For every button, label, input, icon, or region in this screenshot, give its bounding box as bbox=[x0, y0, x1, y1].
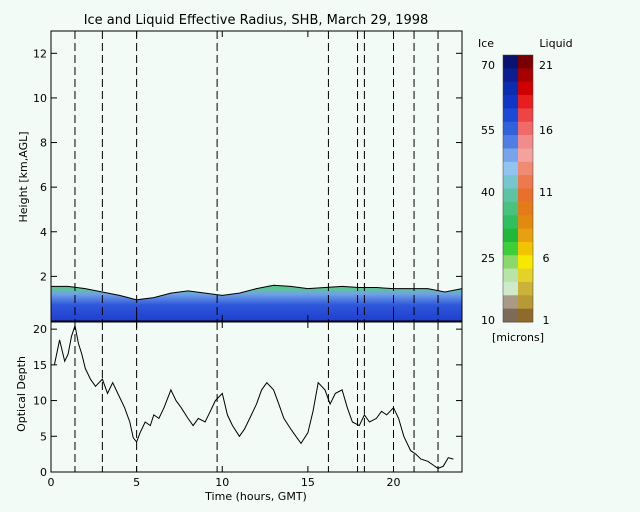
colorbar-liquid-cell bbox=[518, 68, 533, 83]
optical-depth-panel-frame bbox=[50, 321, 463, 473]
colorbar-ice-tick: 25 bbox=[481, 252, 495, 265]
colorbar-ice-cell bbox=[503, 201, 518, 216]
colorbar-ice-cell bbox=[503, 121, 518, 136]
colorbar-ice-cell bbox=[503, 255, 518, 270]
optical-depth-line bbox=[53, 325, 454, 469]
colorbar-ice-cell bbox=[503, 55, 518, 69]
colorbar-ice-cell bbox=[503, 228, 518, 243]
colorbar-liquid-cell bbox=[518, 95, 533, 109]
y-tick-label: 5 bbox=[40, 430, 47, 443]
y-tick-label: 20 bbox=[33, 323, 47, 336]
colorbar-liquid-cell bbox=[518, 175, 533, 189]
x-tick-label: 10 bbox=[215, 476, 229, 489]
y-tick-label: 0 bbox=[40, 466, 47, 479]
colorbar-liquid-cell bbox=[518, 108, 533, 123]
cloud-layer bbox=[51, 285, 462, 321]
chart-title: Ice and Liquid Effective Radius, SHB, Ma… bbox=[84, 13, 429, 28]
x-tick-label: 0 bbox=[48, 476, 55, 489]
optical-depth-panel: 0 5 10 15 20 0 5 10 15 20 bbox=[33, 321, 463, 489]
colorbar-liquid-cell bbox=[518, 81, 533, 96]
colorbar-ice-cell bbox=[503, 281, 518, 296]
colorbar-liquid-cell bbox=[518, 215, 533, 230]
y-tick-label: 10 bbox=[33, 395, 47, 408]
colorbar-ice-cell bbox=[503, 188, 518, 203]
colorbar-liquid-cell bbox=[518, 188, 533, 203]
colorbar-liquid-cell bbox=[518, 268, 533, 283]
colorbar-ice-cell bbox=[503, 295, 518, 310]
colorbar-liquid-cell bbox=[518, 148, 533, 163]
colorbar-ice-cell bbox=[503, 108, 518, 123]
colorbar-liquid-tick: 21 bbox=[539, 59, 553, 72]
colorbar-ice-cell bbox=[503, 175, 518, 189]
colorbar-ice-cell bbox=[503, 81, 518, 96]
colorbar-liquid-cell bbox=[518, 201, 533, 216]
height-panel: 2 4 6 8 10 12 bbox=[33, 30, 463, 322]
y-tick-label: 12 bbox=[33, 47, 47, 60]
x-tick-label: 20 bbox=[387, 476, 401, 489]
colorbar-liquid-cell bbox=[518, 281, 533, 296]
colorbar-liquid-tick: 11 bbox=[539, 186, 553, 199]
y-tick-label: 6 bbox=[40, 181, 47, 194]
colorbar-ice-cell bbox=[503, 95, 518, 109]
colorbar: Ice Liquid [microns] 70 55 40 25 10 21 16 11 6 1 bbox=[478, 37, 573, 344]
colorbar-liquid-cell bbox=[518, 308, 533, 323]
colorbar-ice-cell bbox=[503, 268, 518, 283]
colorbar-frame bbox=[502, 54, 534, 323]
colorbar-ice-tick: 10 bbox=[481, 314, 495, 327]
colorbar-liquid-cell bbox=[518, 121, 533, 136]
x-axis-label: Time (hours, GMT) bbox=[204, 490, 307, 503]
colorbar-liquid-cell bbox=[518, 228, 533, 243]
colorbar-ice-cell bbox=[503, 161, 518, 176]
colorbar-liquid-cell bbox=[518, 241, 533, 256]
colorbar-ice-cell bbox=[503, 68, 518, 83]
colorbar-ice-tick: 55 bbox=[481, 124, 495, 137]
colorbar-ice-cell bbox=[503, 135, 518, 149]
colorbar-liquid-tick: 1 bbox=[543, 314, 550, 327]
colorbar-ice-cell bbox=[503, 241, 518, 256]
colorbar-liquid-cell bbox=[518, 161, 533, 176]
colorbar-units: [microns] bbox=[492, 331, 544, 344]
colorbar-ice-cell bbox=[503, 308, 518, 323]
colorbar-liquid-cell bbox=[518, 295, 533, 310]
y-tick-label: 15 bbox=[33, 359, 47, 372]
y-tick-label: 8 bbox=[40, 137, 47, 150]
colorbar-ice-cell bbox=[503, 215, 518, 230]
colorbar-ice-label: Ice bbox=[478, 37, 494, 50]
colorbar-liquid-label: Liquid bbox=[539, 37, 572, 50]
y-axis-label-optical-depth: Optical Depth bbox=[15, 356, 28, 432]
colorbar-liquid-cell bbox=[518, 255, 533, 270]
colorbar-ice-tick: 40 bbox=[481, 186, 495, 199]
colorbar-ice-tick: 70 bbox=[481, 59, 495, 72]
x-tick-label: 5 bbox=[133, 476, 140, 489]
x-tick-label: 15 bbox=[301, 476, 315, 489]
height-panel-frame bbox=[50, 30, 463, 322]
y-tick-label: 10 bbox=[33, 92, 47, 105]
y-axis-label-height: Height [km,AGL] bbox=[17, 131, 30, 222]
colorbar-liquid-tick: 16 bbox=[539, 124, 553, 137]
colorbar-liquid-cell bbox=[518, 135, 533, 149]
y-tick-label: 4 bbox=[40, 226, 47, 239]
colorbar-liquid-cell bbox=[518, 55, 533, 69]
colorbar-liquid-tick: 6 bbox=[543, 252, 550, 265]
y-tick-label: 2 bbox=[40, 270, 47, 283]
colorbar-ice-cell bbox=[503, 148, 518, 163]
